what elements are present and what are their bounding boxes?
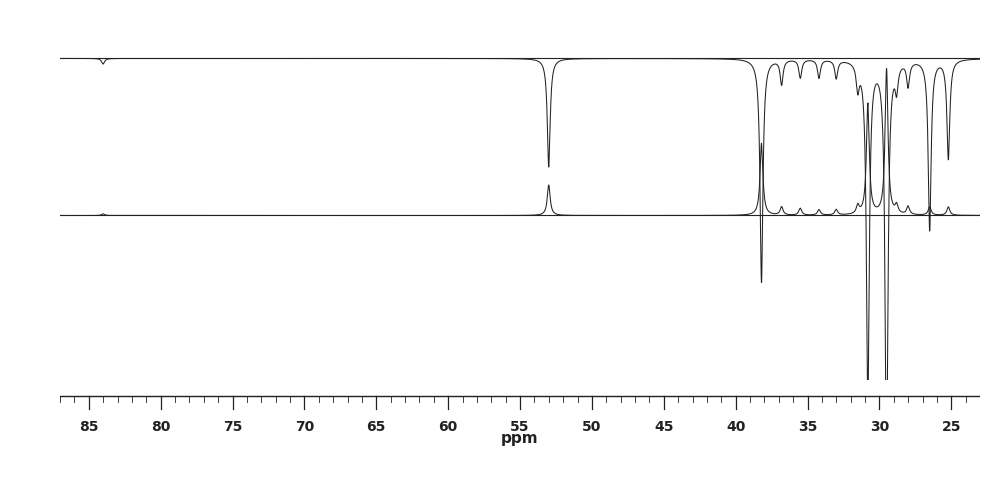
Text: 60: 60 (438, 420, 458, 434)
Text: 40: 40 (726, 420, 745, 434)
Text: ppm: ppm (501, 431, 539, 446)
Text: 75: 75 (223, 420, 242, 434)
Text: 30: 30 (870, 420, 889, 434)
Text: 70: 70 (295, 420, 314, 434)
Text: 65: 65 (367, 420, 386, 434)
Text: 80: 80 (151, 420, 170, 434)
Text: 85: 85 (79, 420, 98, 434)
Text: 45: 45 (654, 420, 674, 434)
Text: 35: 35 (798, 420, 817, 434)
Text: 50: 50 (582, 420, 602, 434)
Text: 25: 25 (942, 420, 961, 434)
Text: 55: 55 (510, 420, 530, 434)
